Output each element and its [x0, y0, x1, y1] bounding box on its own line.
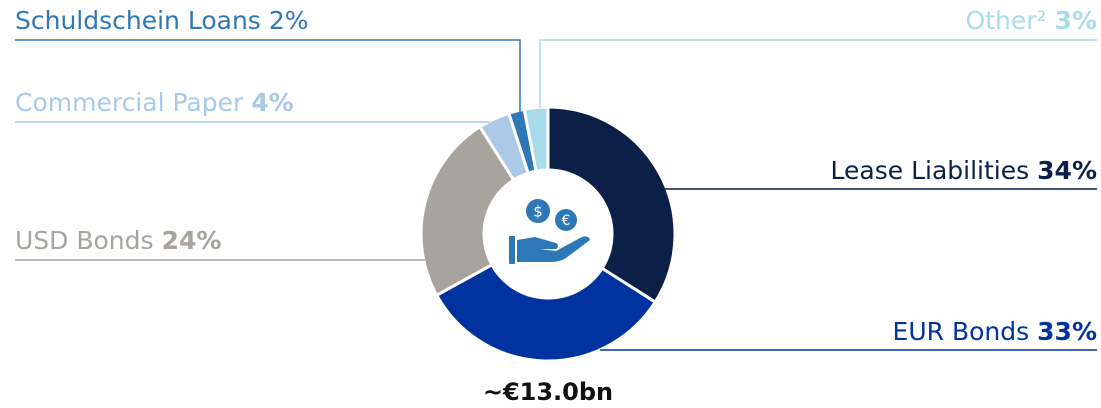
- value-label: 2%: [269, 6, 309, 35]
- money-icon: $ €: [509, 199, 590, 264]
- svg-text:$: $: [533, 203, 543, 221]
- slice-label: Commercial Paper 4%: [15, 88, 294, 117]
- value-label: 33%: [1037, 317, 1097, 346]
- slice-label: Lease Liabilities 34%: [831, 156, 1097, 185]
- slice-label: USD Bonds 24%: [15, 226, 221, 255]
- category-name: USD Bonds: [15, 226, 154, 255]
- leader-line: [539, 39, 1097, 108]
- slice-label: EUR Bonds 33%: [893, 317, 1097, 346]
- value-label: 24%: [162, 226, 222, 255]
- leader-line: [15, 39, 521, 112]
- category-name: Schuldschein Loans: [15, 6, 261, 35]
- labels: Lease Liabilities 34% EUR Bonds 33% USD Bond…: [15, 6, 1097, 351]
- value-label: 4%: [251, 88, 293, 117]
- value-label: 3%: [1055, 6, 1097, 35]
- slice-label: Other² 3%: [966, 6, 1097, 35]
- category-name: Lease Liabilities: [831, 156, 1030, 185]
- category-name: Other²: [966, 6, 1047, 35]
- category-name: Commercial Paper: [15, 88, 244, 117]
- slice: [419, 124, 516, 298]
- svg-text:€: €: [562, 213, 571, 229]
- donut-hole: [484, 170, 612, 298]
- total-label: ~€13.0bn: [483, 378, 613, 406]
- value-label: 34%: [1037, 156, 1097, 185]
- category-name: EUR Bonds: [893, 317, 1030, 346]
- slice-label: Schuldschein Loans 2%: [15, 6, 309, 35]
